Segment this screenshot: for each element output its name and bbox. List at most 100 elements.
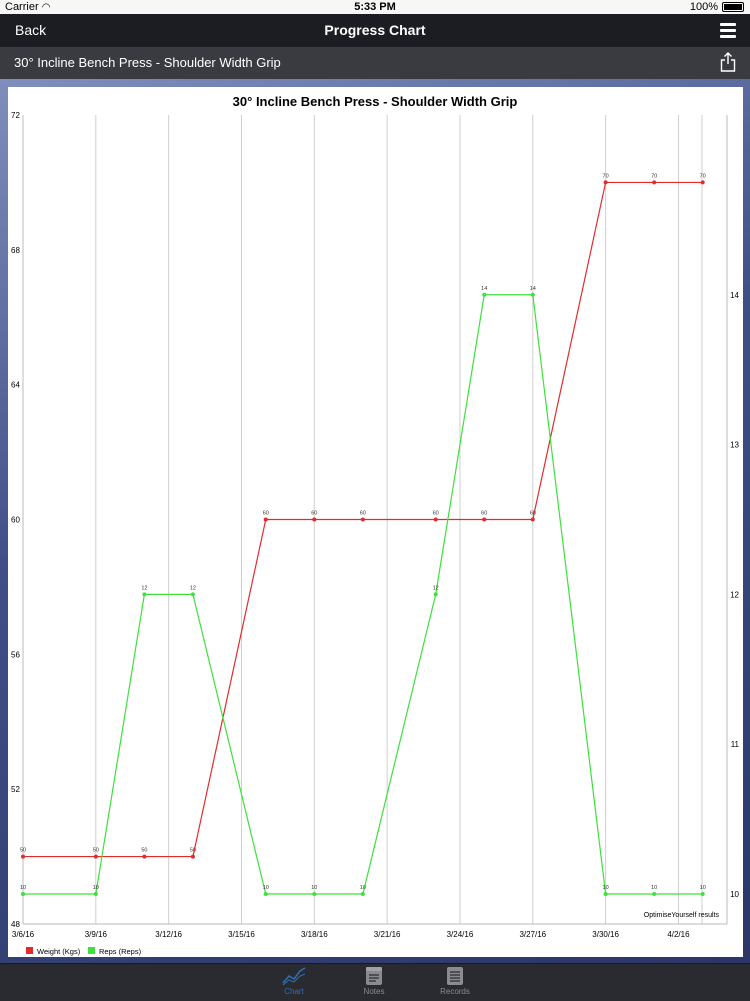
tab-chart[interactable]: Chart (264, 966, 324, 1000)
menu-icon[interactable] (720, 23, 736, 38)
series: 50 50 50 50 60 60 60 60 60 60 70 70 70 10 10 12 12 10 10 10… (20, 173, 706, 897)
data-point (263, 517, 268, 522)
data-point (482, 517, 487, 522)
data-label: 12 (141, 585, 147, 591)
data-point (360, 517, 365, 522)
tab-chart-label: Chart (284, 987, 304, 996)
data-point (433, 517, 438, 522)
data-point (190, 592, 195, 597)
x-tick-label: 3/21/16 (374, 930, 401, 939)
data-point (142, 854, 147, 859)
data-point (652, 892, 657, 897)
x-tick-label: 3/24/16 (447, 930, 474, 939)
data-point (652, 180, 657, 185)
legend-label: Reps (Reps) (99, 947, 142, 956)
data-point (700, 180, 705, 185)
legend-label: Weight (Kgs) (37, 947, 81, 956)
data-label: 60 (530, 511, 536, 517)
data-point (312, 892, 317, 897)
data-label: 10 (360, 885, 366, 891)
data-point (263, 892, 268, 897)
data-label: 60 (481, 511, 487, 517)
data-point (190, 854, 195, 859)
battery-icon (722, 2, 744, 12)
tab-records-label: Records (440, 987, 470, 996)
data-label: 60 (360, 511, 366, 517)
data-label: 10 (700, 885, 706, 891)
records-icon (447, 967, 463, 985)
back-button[interactable]: Back (15, 22, 47, 38)
data-label: 60 (263, 511, 269, 517)
data-point (530, 292, 535, 297)
data-label: 14 (481, 286, 487, 292)
data-label: 70 (603, 173, 609, 179)
y-right-tick-label: 12 (730, 590, 739, 599)
data-label: 70 (651, 173, 657, 179)
legend-swatch (88, 947, 95, 954)
series-line (23, 294, 703, 895)
chart-panel: 30° Incline Bench Press - Shoulder Width… (8, 87, 743, 957)
data-point (312, 517, 317, 522)
y-left-tick-label: 60 (11, 516, 20, 525)
navigation-bar: Back Progress Chart (0, 14, 750, 47)
status-bar: Carrier ◠ 5:33 PM 100% (0, 0, 750, 14)
data-point (21, 892, 25, 897)
page-title: Progress Chart (324, 22, 426, 38)
data-label: 10 (263, 885, 269, 891)
data-label: 60 (433, 511, 439, 517)
data-label: 50 (190, 848, 196, 854)
data-point (530, 517, 535, 522)
legend-swatch (26, 947, 33, 954)
data-point (482, 292, 487, 297)
data-point (603, 892, 608, 897)
chart-legend: Weight (Kgs) Reps (Reps) (26, 947, 142, 956)
share-icon[interactable] (720, 52, 736, 72)
y-left-tick-label: 64 (11, 381, 20, 390)
data-label: 50 (141, 848, 147, 854)
x-tick-label: 3/18/16 (301, 930, 328, 939)
y-left-tick-label: 72 (11, 111, 20, 120)
chart-icon (282, 967, 306, 986)
x-tick-label: 4/2/16 (667, 930, 690, 939)
x-tick-label: 3/27/16 (519, 930, 546, 939)
data-label: 10 (651, 885, 657, 891)
tab-records[interactable]: Records (425, 966, 485, 1000)
data-label: 10 (20, 885, 26, 891)
data-point (360, 892, 365, 897)
y-right-tick-label: 10 (730, 890, 739, 899)
carrier-info: Carrier ◠ (5, 0, 50, 15)
y-right-tick-label: 11 (731, 740, 740, 749)
notes-icon (366, 967, 382, 985)
y-left-tick-label: 52 (11, 785, 20, 794)
data-point (603, 180, 608, 185)
data-label: 60 (311, 511, 317, 517)
carrier-label: Carrier (5, 1, 39, 13)
exercise-header: 30° Incline Bench Press - Shoulder Width… (0, 47, 750, 79)
data-label: 10 (603, 885, 609, 891)
y-left-tick-label: 68 (11, 246, 20, 255)
data-point (93, 854, 98, 859)
data-point (93, 892, 98, 897)
y-right-tick-label: 13 (730, 441, 739, 450)
progress-chart: 30° Incline Bench Press - Shoulder Width… (11, 94, 740, 956)
data-label: 12 (190, 585, 196, 591)
chart-title: 30° Incline Bench Press - Shoulder Width… (233, 94, 518, 109)
data-label: 14 (530, 286, 536, 292)
chart-watermark: OptimiseYourself results (644, 912, 720, 919)
y-left-tick-label: 48 (11, 920, 20, 929)
y-right-tick-label: 14 (730, 291, 739, 300)
x-tick-label: 3/6/16 (12, 930, 35, 939)
exercise-name: 30° Incline Bench Press - Shoulder Width… (14, 55, 281, 70)
data-label: 10 (93, 885, 99, 891)
data-label: 12 (433, 585, 439, 591)
data-point (700, 892, 705, 897)
y-left-tick-label: 56 (11, 650, 20, 659)
data-label: 50 (93, 848, 99, 854)
tab-bar: Chart Notes Records (0, 963, 750, 1001)
data-point (21, 854, 25, 859)
axes: 3/6/16 3/9/16 3/12/16 3/15/16 3/18/16 3/21/16… (11, 111, 740, 939)
wifi-icon: ◠ (41, 2, 51, 13)
data-label: 70 (700, 173, 706, 179)
tab-notes-label: Notes (363, 987, 385, 996)
tab-notes[interactable]: Notes (344, 966, 404, 1000)
